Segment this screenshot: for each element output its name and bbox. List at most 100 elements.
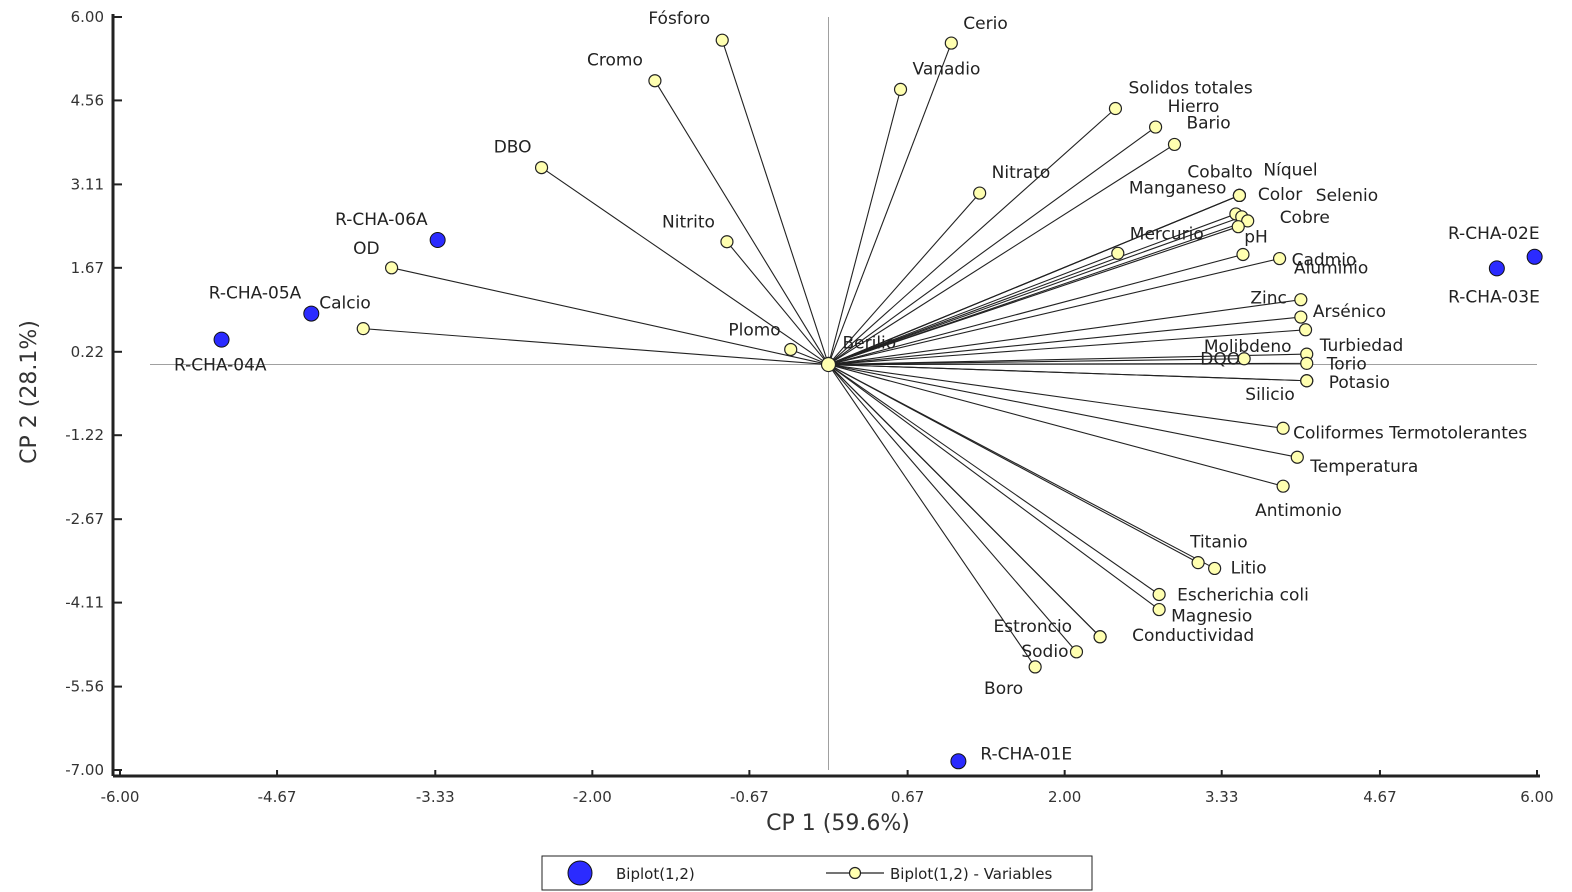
variable-label: Potasio xyxy=(1329,373,1390,393)
variable-label: Litio xyxy=(1231,558,1267,578)
vector-line xyxy=(828,364,1284,487)
variable-label: Titanio xyxy=(1189,533,1248,553)
site-label: R-CHA-02E xyxy=(1448,224,1540,244)
variable-point xyxy=(893,82,908,97)
variable-label: Aluminio xyxy=(1294,258,1368,278)
site-label: R-CHA-03E xyxy=(1448,287,1540,307)
y-tick-label: 3.11 xyxy=(71,175,104,193)
vector-line xyxy=(828,364,1215,569)
vector-line xyxy=(828,143,1175,366)
vector-line xyxy=(828,364,1101,638)
site-label: R-CHA-05A xyxy=(209,284,302,304)
vector-line xyxy=(828,363,1307,382)
vector-line xyxy=(828,316,1301,366)
variable-point xyxy=(715,33,729,47)
variable-label: Calcio xyxy=(319,294,370,314)
variable-label: Fósforo xyxy=(648,9,710,29)
legend-label-sites: Biplot(1,2) xyxy=(616,865,695,883)
variable-point xyxy=(1294,310,1308,324)
variable-point xyxy=(1300,356,1314,370)
legend-box xyxy=(541,855,1093,891)
vector-line xyxy=(828,358,1245,366)
vector-line xyxy=(828,364,1036,668)
y-tick-label: -5.56 xyxy=(65,678,104,696)
variable-label: Turbiedad xyxy=(1319,336,1404,356)
vector-line xyxy=(827,42,952,365)
variable-label: Zinc xyxy=(1250,289,1287,309)
variable-point xyxy=(1232,188,1247,203)
vector-line xyxy=(828,226,1239,366)
variable-label: Silicio xyxy=(1245,385,1294,405)
y-tick-label: 0.22 xyxy=(71,343,104,361)
site-label: R-CHA-01E xyxy=(980,744,1072,764)
variable-label: Color xyxy=(1258,185,1302,205)
variable-point xyxy=(384,261,399,275)
variable-point xyxy=(1028,660,1042,674)
vector-line xyxy=(828,194,1240,366)
variable-point xyxy=(1237,352,1251,366)
y-tick-label: -7.00 xyxy=(65,761,104,779)
variable-point xyxy=(1069,645,1084,659)
variable-label: Molibdeno xyxy=(1204,337,1292,357)
variable-label: Cobre xyxy=(1280,208,1330,228)
y-tick-label: 1.67 xyxy=(71,259,104,277)
variable-label: Vanadio xyxy=(913,59,981,79)
vector-line xyxy=(828,253,1244,366)
y-axis-ticks: 6.00 4.56 3.11 1.67 0.22 -1.22 -2.67 -4.11 -5.56… xyxy=(65,8,122,779)
variable-point xyxy=(973,186,987,200)
site-point xyxy=(950,753,967,770)
x-tick-label: -0.67 xyxy=(730,788,769,806)
x-axis-title: CP 1 (59.6%) xyxy=(766,811,910,836)
x-tick-label: 3.33 xyxy=(1205,788,1238,806)
site-label: R-CHA-04A xyxy=(174,356,267,376)
variable-point xyxy=(1108,101,1123,116)
x-tick-label: -3.33 xyxy=(416,788,455,806)
vector-line xyxy=(828,364,1160,595)
variable-label: Plomo xyxy=(728,320,780,340)
site-point xyxy=(1526,248,1543,265)
vector-line xyxy=(828,252,1119,366)
variable-point xyxy=(1191,556,1205,570)
vector-line xyxy=(654,80,829,365)
variable-point xyxy=(1300,374,1314,388)
point-labels: R-CHA-01E R-CHA-02E R-CHA-03E R-CHA-04A R-CH… xyxy=(174,9,1540,764)
axes xyxy=(111,14,1540,778)
variable-label: DBO xyxy=(494,138,532,158)
vector-line xyxy=(828,363,1298,458)
x-tick-label: -6.00 xyxy=(101,788,140,806)
variable-point xyxy=(1294,293,1308,307)
vector-line xyxy=(828,126,1156,365)
vector-line xyxy=(828,258,1280,366)
vector-line xyxy=(721,39,830,365)
vector-line xyxy=(391,267,829,366)
variable-label: Nitrito xyxy=(662,213,715,233)
variable-label: Arsénico xyxy=(1313,302,1386,322)
variable-label: pH xyxy=(1244,228,1268,248)
legend: Biplot(1,2) Biplot(1,2) - Variables xyxy=(541,855,1093,891)
variable-point xyxy=(1208,561,1222,576)
vector-line xyxy=(828,364,1160,610)
variable-point xyxy=(720,235,734,249)
variable-label: Cromo xyxy=(587,51,643,71)
site-point xyxy=(213,331,230,348)
variable-label: Berilio xyxy=(843,333,897,353)
legend-variable-marker xyxy=(848,866,862,880)
vector-line xyxy=(828,362,1307,366)
variable-point xyxy=(1093,630,1107,644)
variable-point xyxy=(1167,137,1182,152)
variable-point xyxy=(1152,602,1166,617)
legend-label-variables: Biplot(1,2) - Variables xyxy=(890,865,1052,883)
variable-label: Antimonio xyxy=(1255,501,1342,521)
y-tick-label: 6.00 xyxy=(71,8,104,26)
vector-line xyxy=(828,363,1284,429)
variable-point xyxy=(1272,251,1287,266)
vector-line xyxy=(828,192,981,365)
variable-label: Magnesio xyxy=(1171,607,1252,627)
variable-point xyxy=(1298,323,1313,337)
vector-line xyxy=(726,241,829,365)
x-axis-ticks: -6.00 -4.67 -3.33 -2.00 -0.67 0.67 2.00 3.33 4.6… xyxy=(101,770,1554,806)
origin-lines xyxy=(150,17,1537,770)
y-tick-label: -1.22 xyxy=(65,426,104,444)
site-point xyxy=(1488,260,1505,277)
